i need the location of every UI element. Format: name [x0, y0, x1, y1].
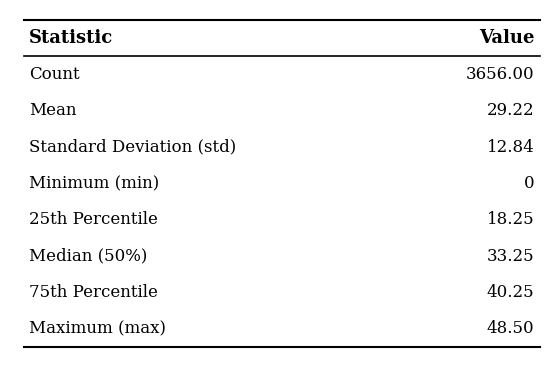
Text: Mean: Mean [29, 102, 76, 119]
Text: 75th Percentile: 75th Percentile [29, 284, 158, 301]
Text: Count: Count [29, 66, 80, 83]
Text: 25th Percentile: 25th Percentile [29, 211, 158, 228]
Text: Maximum (max): Maximum (max) [29, 320, 166, 337]
Text: Value: Value [479, 29, 535, 47]
Text: 0: 0 [524, 175, 535, 192]
Text: Standard Deviation (std): Standard Deviation (std) [29, 139, 237, 156]
Text: Minimum (min): Minimum (min) [29, 175, 160, 192]
Text: 18.25: 18.25 [487, 211, 535, 228]
Text: 48.50: 48.50 [487, 320, 535, 337]
Text: 40.25: 40.25 [487, 284, 535, 301]
Text: 33.25: 33.25 [487, 248, 535, 265]
Text: 3656.00: 3656.00 [466, 66, 535, 83]
Text: 29.22: 29.22 [487, 102, 535, 119]
Text: 12.84: 12.84 [487, 139, 535, 156]
Text: Median (50%): Median (50%) [29, 248, 147, 265]
Text: Statistic: Statistic [29, 29, 113, 47]
